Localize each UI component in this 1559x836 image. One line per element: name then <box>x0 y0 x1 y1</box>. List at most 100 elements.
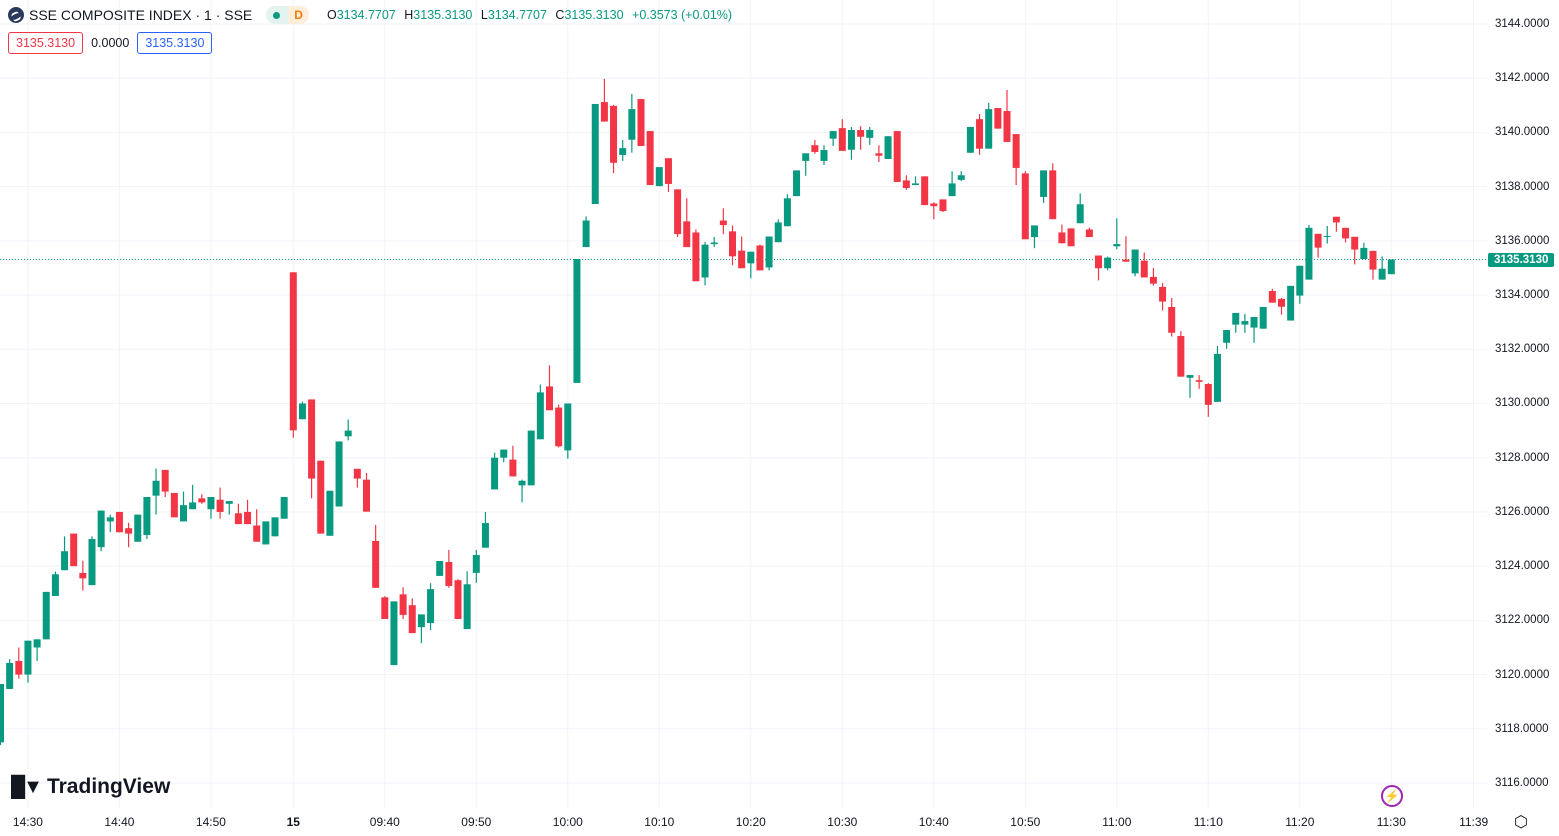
candle-down <box>161 469 169 498</box>
candle-up <box>957 171 965 181</box>
time-tick-label: 10:40 <box>918 815 949 829</box>
low-value: 3134.7707 <box>487 8 547 22</box>
candle-body <box>1168 306 1176 333</box>
time-tick-label: 09:50 <box>461 815 492 829</box>
candle-down <box>454 579 462 619</box>
market-open-dot-icon <box>273 11 281 19</box>
candle-body <box>912 183 919 186</box>
candle-body <box>125 528 133 534</box>
candle-up <box>573 259 581 383</box>
price-tick-label: 3128.0000 <box>1495 451 1550 464</box>
candle-down <box>875 145 883 162</box>
candle-body <box>966 127 974 153</box>
candle-down <box>994 108 1002 129</box>
candle-body <box>1387 259 1395 275</box>
candle-up <box>1360 242 1368 260</box>
candle-body <box>1159 286 1167 302</box>
candle-body <box>600 102 608 122</box>
candle-body <box>893 131 901 183</box>
candle-up <box>536 384 544 440</box>
time-tick-label: 10:30 <box>827 815 858 829</box>
sse-logo-icon <box>8 7 24 23</box>
candle-body <box>271 517 279 537</box>
ohlc-values: O3134.7707 H3135.3130 L3134.7707 C3135.3… <box>326 8 733 22</box>
candle-up <box>1305 224 1313 280</box>
candle-up <box>829 131 837 146</box>
candle-up <box>463 571 471 630</box>
sell-button[interactable]: 3135.3130 <box>8 32 84 54</box>
gear-icon[interactable]: ⬡ <box>1514 814 1528 831</box>
candle-up <box>1104 256 1112 271</box>
candle-up <box>42 591 50 640</box>
candle-body <box>664 158 672 184</box>
tradingview-logo[interactable]: █▼ TradingView <box>11 775 170 799</box>
candle-body <box>436 560 444 576</box>
candle-body <box>674 189 682 235</box>
candle-down <box>125 522 133 548</box>
candle-down <box>253 509 261 542</box>
candle-up <box>207 497 215 519</box>
candle-body <box>948 183 956 197</box>
candle-body <box>51 574 59 596</box>
candle-down <box>1159 282 1167 311</box>
symbol-title[interactable]: SSE COMPOSITE INDEX · 1 · SSE <box>29 7 253 23</box>
time-tick-label: 14:30 <box>12 815 43 829</box>
candle-body <box>564 403 572 451</box>
candle-body <box>33 639 41 648</box>
candle-body <box>500 449 508 458</box>
candle-up <box>0 684 4 746</box>
candle-up <box>1378 256 1386 280</box>
candle-up <box>500 449 508 463</box>
candle-body <box>97 510 105 548</box>
buy-button[interactable]: 3135.3130 <box>137 32 213 54</box>
time-tick-label: 10:50 <box>1010 815 1041 829</box>
candle-body <box>582 220 590 248</box>
candle-down <box>1342 227 1350 243</box>
candle-up <box>1296 265 1304 304</box>
candle-up <box>527 430 535 486</box>
candle-down <box>930 202 938 220</box>
candle-body <box>481 523 489 548</box>
candle-up <box>262 521 270 545</box>
candle-body <box>0 684 4 743</box>
candle-body <box>774 222 782 243</box>
candle-body <box>1003 111 1011 142</box>
candle-up <box>33 639 41 662</box>
trade-row: 3135.3130 0.0000 3135.3130 <box>8 32 213 54</box>
candle-body <box>1351 236 1359 250</box>
candle-down <box>363 472 370 512</box>
candle-up <box>1287 285 1295 321</box>
candle-body <box>399 594 407 615</box>
candle-body <box>1342 227 1350 239</box>
change-value: +0.3573 (+0.01%) <box>632 8 733 22</box>
candle-down <box>353 468 361 488</box>
candle-down <box>729 225 736 266</box>
market-status-badge[interactable]: D <box>266 6 309 24</box>
price-tick-label: 3134.0000 <box>1495 289 1550 302</box>
candle-body <box>143 497 151 535</box>
candle-body <box>344 430 352 437</box>
candle-up <box>1040 170 1048 203</box>
candle-body <box>189 502 197 510</box>
time-tick-label: 14:50 <box>195 815 226 829</box>
candle-body <box>847 129 855 150</box>
lightning-icon[interactable]: ⚡ <box>1381 785 1403 807</box>
candle-body <box>1268 291 1276 303</box>
candle-body <box>1049 170 1057 220</box>
candle-body <box>637 99 645 146</box>
candle-body <box>216 499 224 512</box>
candle-body <box>1113 244 1121 247</box>
candle-down <box>1012 134 1020 186</box>
last-price-tag: 3135.3130 <box>1488 253 1555 267</box>
candle-down <box>637 99 645 146</box>
candle-body <box>1232 312 1240 325</box>
candle-body <box>1131 249 1139 274</box>
candle-body <box>1140 260 1148 278</box>
candle-up <box>701 241 709 286</box>
candle-body <box>957 175 965 180</box>
candle-up <box>189 484 197 510</box>
candle-down <box>308 399 316 499</box>
candle-up <box>326 490 334 536</box>
candle-up <box>1323 225 1331 244</box>
